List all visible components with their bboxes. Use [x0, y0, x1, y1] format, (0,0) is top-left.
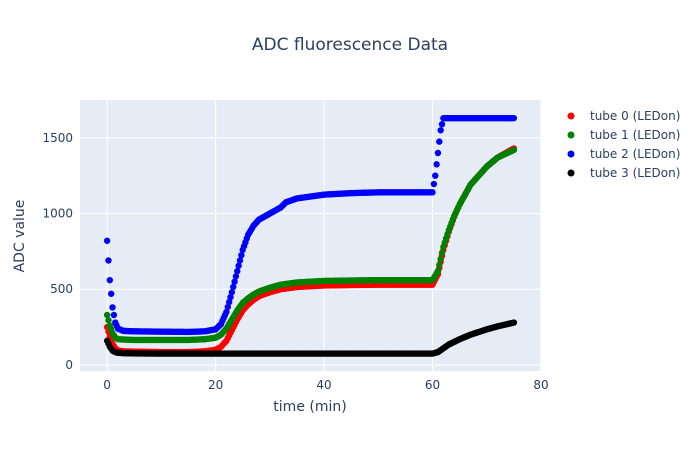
- x-tick-label: 20: [208, 378, 223, 392]
- data-point: [103, 311, 111, 319]
- series-1: [103, 146, 518, 344]
- y-tick-label: 1000: [42, 207, 73, 221]
- data-point: [432, 172, 439, 179]
- data-point: [224, 303, 231, 311]
- chart-title: ADC fluorescence Data: [252, 35, 448, 55]
- data-point: [105, 257, 112, 264]
- data-point: [436, 138, 443, 145]
- series-3: [103, 319, 518, 357]
- y-tick-label: 500: [50, 282, 73, 296]
- legend-marker: [567, 131, 575, 139]
- x-tick-label: 60: [425, 378, 440, 392]
- data-point: [437, 255, 444, 263]
- data-point: [430, 180, 438, 188]
- legend-marker: [567, 150, 575, 158]
- grid-lines: [80, 100, 542, 371]
- data-point: [434, 267, 442, 275]
- data-point: [234, 267, 241, 275]
- legend-marker: [567, 112, 575, 120]
- plot-area: [80, 100, 541, 371]
- legend-marker: [567, 169, 575, 177]
- data-point: [434, 149, 442, 157]
- data-point: [225, 298, 233, 306]
- x-axis-title: time (min): [273, 399, 346, 415]
- legend-label: tube 2 (LEDon): [590, 147, 680, 161]
- data-point: [436, 261, 443, 269]
- data-point: [103, 237, 111, 244]
- y-tick-label: 0: [65, 358, 73, 372]
- y-tick-label: 1500: [42, 131, 73, 145]
- data-point: [223, 308, 230, 316]
- y-axis-ticks: 0 500 1000 1500: [42, 131, 73, 372]
- x-tick-label: 80: [533, 378, 548, 392]
- data-point: [238, 251, 245, 259]
- x-tick-label: 40: [316, 378, 331, 392]
- x-axis-ticks: 0 20 40 60 80: [103, 378, 548, 392]
- series-2: [103, 114, 518, 336]
- data-point: [105, 317, 112, 324]
- data-point: [437, 127, 444, 134]
- legend-label: tube 0 (LEDon): [590, 109, 680, 123]
- data-point: [110, 311, 118, 319]
- data-point: [231, 278, 238, 285]
- data-point: [227, 293, 234, 301]
- data-point: [510, 114, 518, 122]
- data-points: [103, 114, 518, 357]
- data-point: [438, 121, 446, 128]
- data-point: [230, 283, 237, 291]
- data-point: [107, 290, 115, 297]
- data-point: [510, 319, 518, 326]
- data-point: [510, 146, 518, 154]
- data-point: [433, 161, 440, 168]
- data-point: [438, 249, 446, 257]
- x-tick-label: 0: [103, 378, 111, 392]
- legend-label: tube 1 (LEDon): [590, 128, 680, 142]
- data-point: [109, 304, 116, 311]
- y-axis-title: ADC value: [12, 200, 28, 273]
- data-point: [235, 262, 242, 269]
- data-point: [106, 276, 114, 284]
- data-point: [232, 273, 240, 280]
- legend-label: tube 3 (LEDon): [590, 166, 680, 180]
- data-point: [429, 189, 436, 196]
- legend: tube 0 (LEDon) tube 1 (LEDon) tube 2 (LEDo…: [567, 109, 680, 180]
- data-point: [236, 257, 244, 264]
- data-point: [228, 289, 236, 296]
